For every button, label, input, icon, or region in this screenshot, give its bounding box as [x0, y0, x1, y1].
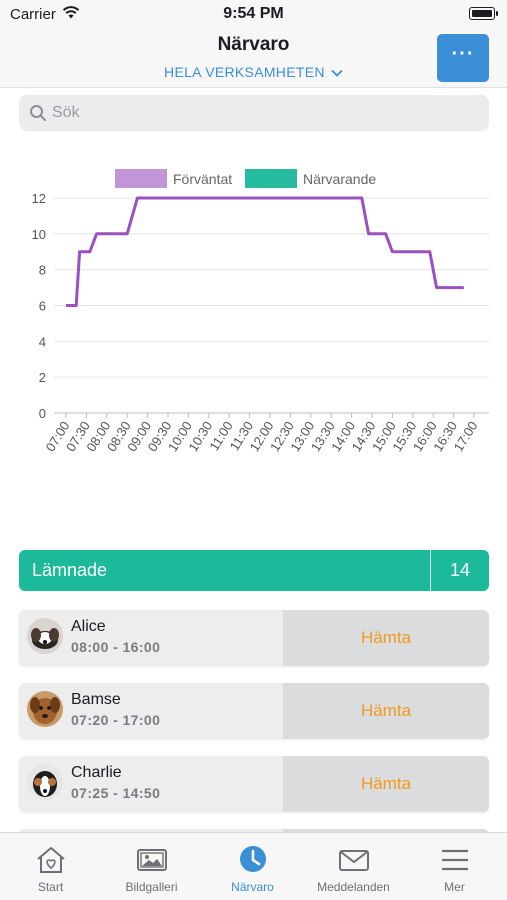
more-options-button[interactable]: ··· [437, 34, 489, 82]
avatar [27, 691, 63, 727]
dropped-off-section-header[interactable]: Lämnade 14 [19, 550, 489, 591]
child-hours: 07:25 - 14:50 [71, 785, 161, 801]
battery-icon [469, 7, 498, 20]
wifi-icon [62, 6, 80, 19]
series-line [66, 196, 464, 307]
y-tick-label: 2 [39, 370, 46, 385]
clock-icon [240, 846, 266, 872]
y-tick-label: 8 [39, 263, 46, 278]
y-tick-label: 6 [39, 299, 46, 314]
pick-up-button[interactable]: Hämta [283, 683, 489, 739]
home-heart-icon [37, 847, 65, 873]
pick-up-button[interactable]: Hämta [283, 756, 489, 812]
child-hours: 07:20 - 17:00 [71, 712, 161, 728]
tab-label: Mer [444, 880, 465, 894]
image-gallery-icon [137, 849, 167, 871]
navigation-header: Närvaro HELA VERKSAMHETEN ··· [0, 30, 507, 88]
carrier-label: Carrier [10, 6, 56, 23]
section-count: 14 [449, 560, 471, 580]
avatar [27, 618, 63, 654]
tab-bar: Start Bildgalleri Närvaro Meddelanden Me… [0, 832, 507, 900]
legend-label: Närvarande [303, 171, 376, 187]
tab-label: Start [37, 880, 64, 894]
legend-swatch [245, 169, 297, 188]
child-name: Bamse [71, 691, 121, 708]
search-icon [30, 105, 46, 121]
child-name: Charlie [71, 764, 122, 781]
y-tick-label: 0 [39, 406, 46, 421]
tab-start[interactable]: Start [0, 833, 101, 900]
search-bar[interactable] [19, 95, 489, 131]
child-card[interactable]: Charlie 07:25 - 14:50 Hämta [19, 756, 489, 812]
y-tick-label: 10 [32, 227, 46, 242]
tab-label: Meddelanden [317, 880, 390, 894]
pick-up-button[interactable]: Hämta [283, 610, 489, 666]
search-input[interactable] [52, 95, 472, 131]
chevron-down-icon [331, 70, 343, 78]
legend-swatch [115, 169, 167, 188]
tab-narvaro[interactable]: Närvaro [202, 833, 303, 900]
avatar [27, 764, 63, 800]
legend-label: Förväntat [173, 171, 232, 187]
tab-mer[interactable]: Mer [404, 833, 505, 900]
y-tick-label: 4 [39, 334, 46, 349]
divider [430, 550, 431, 591]
tab-label: Bildgalleri [125, 880, 178, 894]
tab-meddelanden[interactable]: Meddelanden [303, 833, 404, 900]
envelope-icon [339, 850, 369, 871]
hamburger-menu-icon [442, 849, 468, 871]
tab-label: Närvaro [231, 880, 274, 894]
page-title: Närvaro [217, 34, 290, 55]
child-card[interactable]: Bamse 07:20 - 17:00 Hämta [19, 683, 489, 739]
ellipsis-icon: ··· [451, 43, 475, 65]
status-time: 9:54 PM [223, 5, 284, 22]
section-label: Lämnade [32, 560, 108, 580]
child-name: Alice [71, 618, 106, 635]
child-card[interactable]: Alice 08:00 - 16:00 Hämta [19, 610, 489, 666]
scope-label: HELA VERKSAMHETEN [164, 64, 325, 80]
child-hours: 08:00 - 16:00 [71, 639, 161, 655]
y-tick-label: 12 [32, 191, 46, 206]
tab-bildgalleri[interactable]: Bildgalleri [101, 833, 202, 900]
scope-selector[interactable]: HELA VERKSAMHETEN [0, 64, 507, 80]
status-bar: Carrier 9:54 PM [0, 0, 507, 30]
attendance-chart: Förväntat Närvarande02468101207:0007:3008… [32, 169, 489, 454]
